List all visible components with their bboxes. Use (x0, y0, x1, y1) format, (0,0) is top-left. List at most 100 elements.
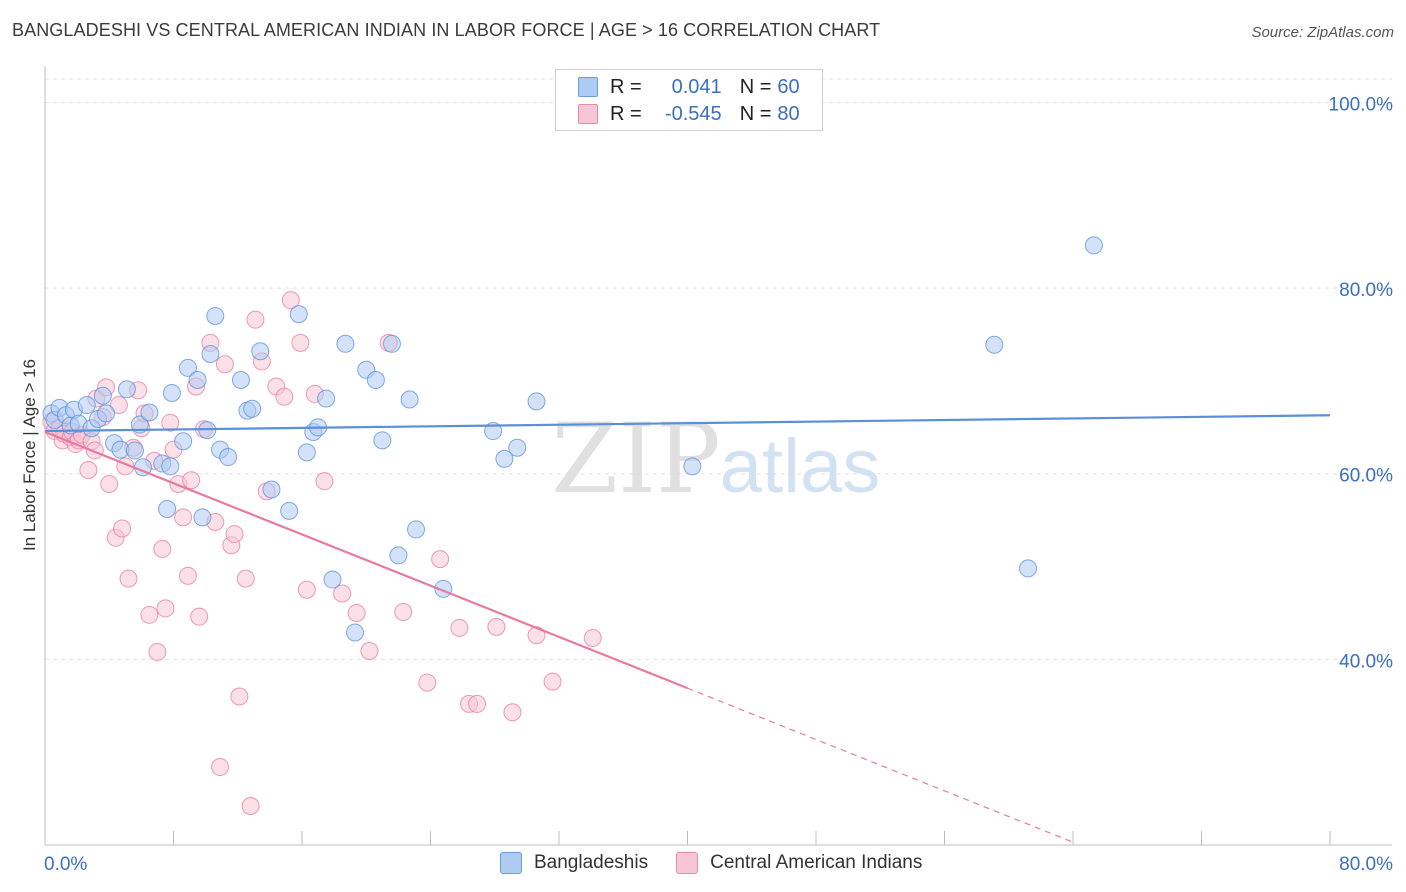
point-central-american-indians (487, 617, 506, 636)
point-bangladeshis (251, 342, 270, 361)
legend-r-value: -0.545 (664, 102, 722, 125)
y-tick-label: 100.0% (1329, 94, 1394, 115)
y-axis-label: In Labor Force | Age > 16 (20, 358, 39, 552)
x-tick-label-min: 0.0% (44, 854, 87, 875)
axes (44, 66, 1392, 846)
point-bangladeshis (289, 305, 308, 324)
point-bangladeshis (346, 623, 365, 642)
point-central-american-indians (543, 672, 562, 691)
point-bangladeshis (1084, 236, 1103, 255)
point-bangladeshis (193, 508, 212, 527)
point-central-american-indians (275, 387, 294, 406)
y-tick-label: 80.0% (1339, 280, 1393, 301)
legend-swatch-bangladeshis (500, 852, 522, 874)
point-central-american-indians (182, 471, 201, 490)
point-central-american-indians (113, 519, 132, 538)
point-bangladeshis (178, 358, 197, 377)
point-central-american-indians (450, 618, 469, 637)
point-central-american-indians (347, 603, 366, 622)
legend-r-value: 0.041 (671, 75, 722, 98)
chart-title: BANGLADESHI VS CENTRAL AMERICAN INDIAN I… (12, 20, 881, 40)
point-central-american-indians (418, 673, 437, 692)
point-bangladeshis (219, 448, 238, 467)
watermark-atlas: atlas (720, 424, 881, 509)
legend-n-value: 80 (777, 102, 800, 125)
point-central-american-indians (468, 694, 487, 713)
legend-item-central-american-indians[interactable]: Central American Indians (676, 852, 922, 874)
legend-n-label: N = (739, 75, 772, 98)
trend-lines (44, 414, 1331, 843)
point-central-american-indians (291, 333, 310, 352)
point-central-american-indians (333, 584, 352, 603)
series-legend: Bangladeshis Central American Indians (500, 852, 950, 874)
point-central-american-indians (230, 687, 249, 706)
point-central-american-indians (148, 642, 167, 661)
point-bangladeshis (201, 345, 220, 364)
point-bangladeshis (77, 396, 96, 415)
trend-line-central-american-indians (687, 687, 1074, 843)
point-bangladeshis (162, 383, 181, 402)
point-central-american-indians (241, 797, 260, 816)
legend-row-central-american-indians: R = -0.545 N = 80 (578, 102, 800, 126)
point-central-american-indians (503, 703, 522, 722)
point-central-american-indians (79, 461, 98, 480)
point-bangladeshis (206, 306, 225, 325)
point-central-american-indians (211, 758, 230, 777)
point-central-american-indians (178, 566, 197, 585)
point-central-american-indians (190, 607, 209, 626)
source-credit: Source: ZipAtlas.com (1251, 24, 1394, 41)
legend-label-central-american-indians: Central American Indians (710, 852, 923, 873)
legend-swatch-central-american-indians (676, 852, 699, 874)
point-bangladeshis (985, 335, 1004, 354)
point-bangladeshis (484, 422, 503, 441)
point-bangladeshis (373, 431, 392, 450)
zipatlas-watermark: ZIP atlas (551, 403, 880, 515)
point-bangladeshis (93, 386, 112, 405)
point-bangladeshis (161, 457, 180, 476)
point-central-american-indians (153, 539, 172, 558)
legend-item-bangladeshis[interactable]: Bangladeshis (500, 852, 648, 874)
point-bangladeshis (508, 438, 527, 457)
point-bangladeshis (158, 500, 177, 519)
legend-r-label: R = (610, 102, 642, 125)
point-central-american-indians (174, 508, 193, 527)
data-points (42, 236, 1103, 816)
point-central-american-indians (281, 291, 300, 310)
point-bangladeshis (97, 404, 116, 423)
point-bangladeshis (400, 390, 419, 409)
point-central-american-indians (431, 550, 450, 569)
y-tick-label: 40.0% (1339, 651, 1393, 672)
legend-label-bangladeshis: Bangladeshis (534, 852, 649, 873)
point-central-american-indians (85, 441, 104, 460)
point-bangladeshis (243, 399, 262, 418)
point-central-american-indians (161, 413, 180, 432)
point-bangladeshis (382, 334, 401, 353)
x-tick-label-max: 80.0% (1339, 854, 1393, 875)
point-central-american-indians (246, 310, 265, 329)
point-central-american-indians (119, 569, 138, 588)
point-bangladeshis (174, 432, 193, 451)
point-bangladeshis (317, 389, 336, 408)
point-bangladeshis (1019, 559, 1038, 578)
point-bangladeshis (366, 371, 385, 389)
point-bangladeshis (231, 371, 250, 389)
point-central-american-indians (297, 580, 316, 599)
point-bangladeshis (683, 457, 702, 476)
point-central-american-indians (527, 626, 546, 645)
point-central-american-indians (583, 629, 602, 648)
point-central-american-indians (225, 525, 244, 544)
point-central-american-indians (109, 396, 128, 415)
point-central-american-indians (394, 603, 413, 622)
point-bangladeshis (336, 334, 355, 353)
point-central-american-indians (140, 605, 159, 624)
legend-r-label: R = (610, 75, 642, 98)
point-bangladeshis (262, 480, 281, 499)
point-central-american-indians (100, 474, 119, 493)
legend-n-label: N = (739, 102, 772, 125)
legend-swatch-bangladeshis (578, 77, 598, 97)
point-central-american-indians (236, 569, 255, 588)
point-bangladeshis (527, 392, 546, 411)
point-bangladeshis (323, 570, 342, 589)
trend-line-bangladeshis (44, 414, 1331, 433)
